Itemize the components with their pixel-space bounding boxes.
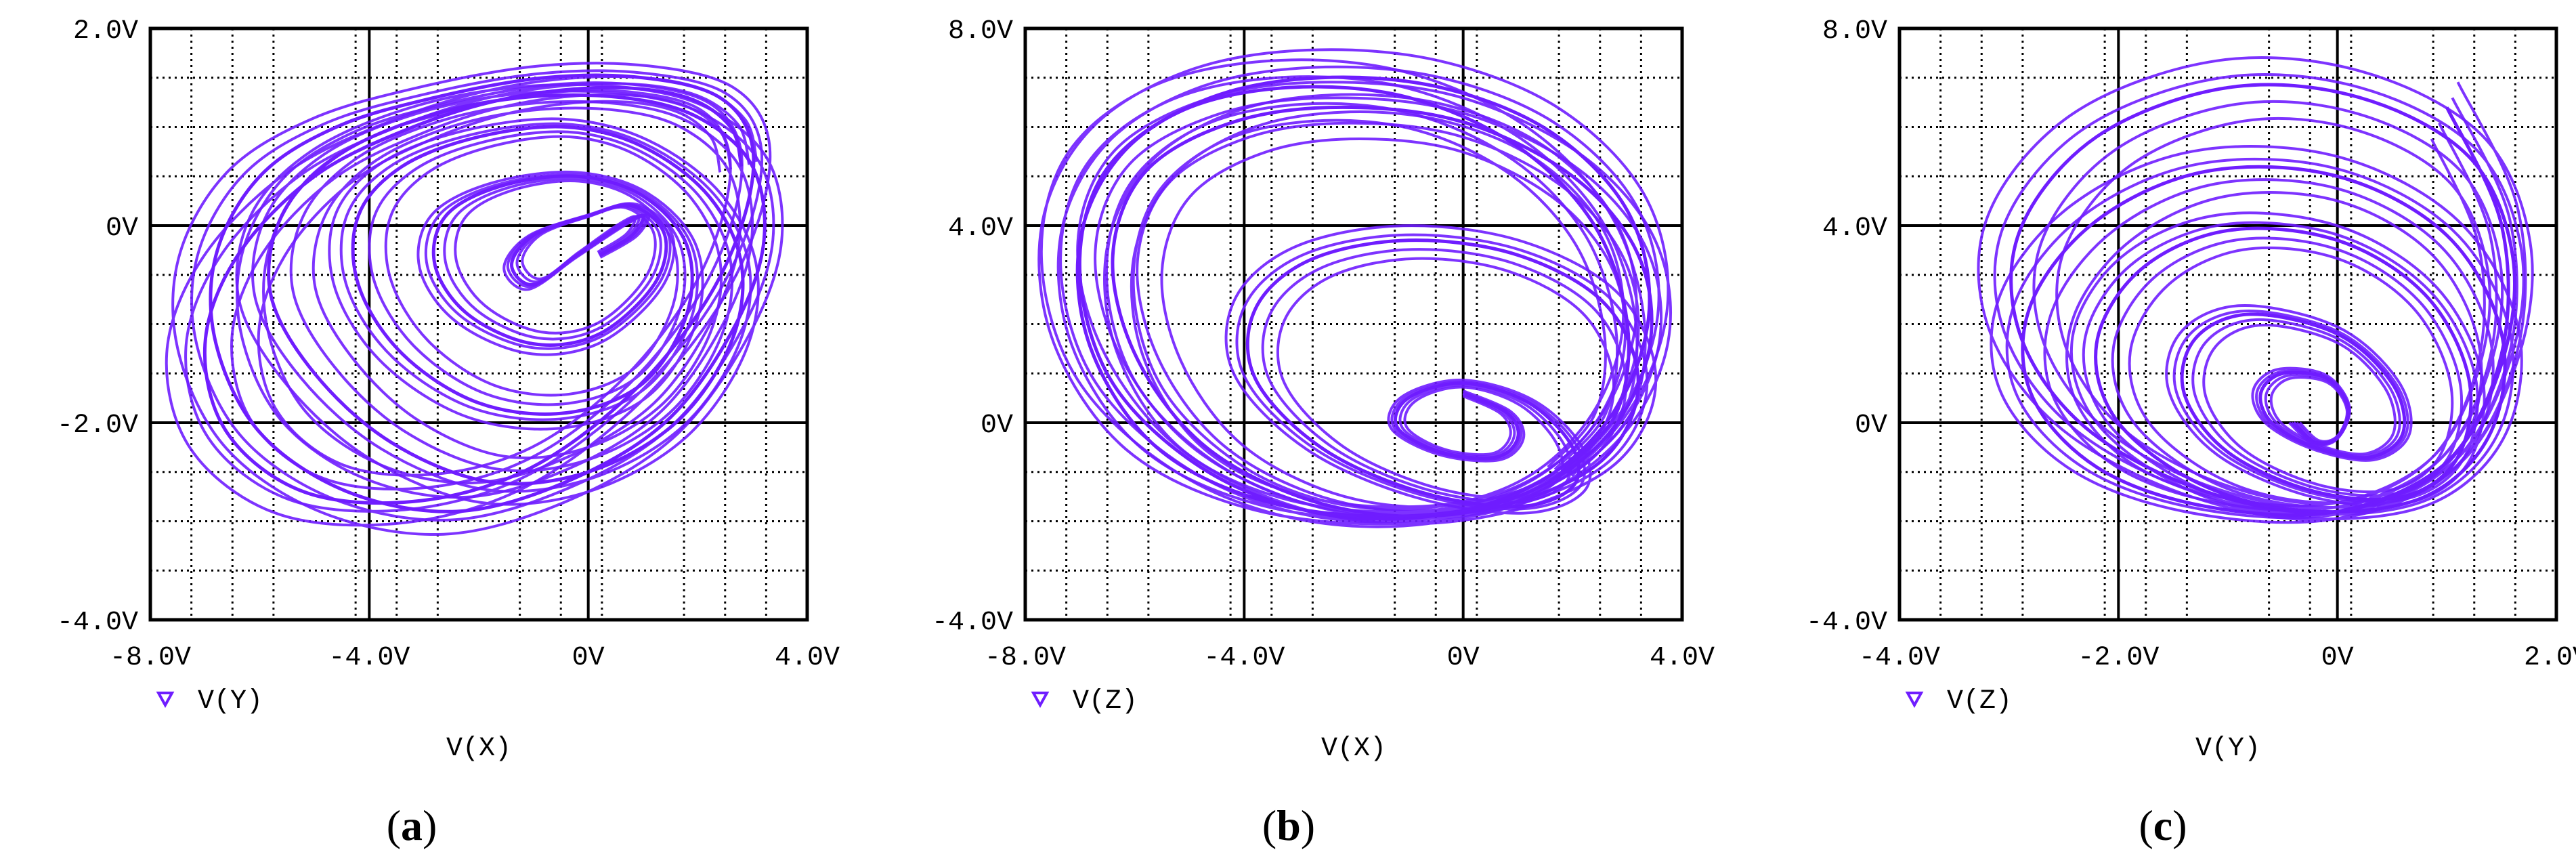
attractor-trajectory-b-bundle — [1130, 110, 1627, 511]
attractor-trajectory-b — [1075, 75, 1654, 521]
panel-label: (b) — [1262, 801, 1315, 849]
attractor-trajectory-a-bundle — [165, 62, 784, 536]
y-tick-label: 8.0V — [948, 16, 1013, 47]
attractor-trajectory-a-bundle — [184, 69, 775, 522]
attractor-trajectory-c-bundle — [1977, 56, 2534, 524]
y-tick-label: 8.0V — [1822, 16, 1887, 47]
plot-frame — [148, 26, 809, 622]
attractor-trajectory-c-bundle — [1993, 73, 2525, 520]
chart-panel-c: -4.0V -2.0V 0V 2.0V -4.0V 0V 4.0V 8.0V V(Z) V(Y) (… — [1806, 16, 2576, 849]
legend-label: V(Z) — [1073, 686, 1138, 717]
plot-frame — [1897, 26, 2558, 622]
x-tick-label: 0V — [1447, 643, 1480, 673]
y-tick-label: 4.0V — [948, 213, 1013, 244]
panel-label: (c) — [2139, 801, 2187, 849]
y-tick-label: -4.0V — [57, 608, 138, 638]
y-tick-label: -2.0V — [57, 410, 138, 441]
triangle-down-outline-icon — [1031, 692, 1050, 709]
y-tick-label: 4.0V — [1822, 213, 1887, 244]
attractor-trajectory-c — [2009, 83, 2516, 517]
chart-panel-a: -8.0V -4.0V 0V 4.0V -4.0V -2.0V 0V 2.0V V(Y) V(X)… — [57, 16, 840, 849]
x-tick-label: 0V — [572, 643, 605, 673]
panel-label: (a) — [387, 801, 437, 849]
legend-label: V(Z) — [1947, 686, 2012, 717]
x-tick-label: -4.0V — [1203, 643, 1285, 673]
attractor-trajectory-c-bundle — [2055, 117, 2491, 507]
plot-frame — [1023, 26, 1684, 622]
x-axis-title: V(X) — [1321, 734, 1386, 764]
y-tick-label: 2.0V — [73, 16, 138, 47]
y-tick-label: 0V — [106, 213, 138, 244]
attractor-trajectory-b-bundle — [1037, 48, 1672, 528]
y-tick-label: 0V — [1855, 410, 1887, 441]
x-tick-label: -8.0V — [985, 643, 1066, 673]
triangle-down-outline-icon — [156, 692, 175, 709]
x-tick-label: 4.0V — [775, 643, 840, 673]
y-tick-label: 0V — [981, 410, 1013, 441]
x-tick-label: -4.0V — [1859, 643, 1940, 673]
attractor-trajectory-a-bundle — [257, 89, 742, 485]
chart-panel-b: -8.0V -4.0V 0V 4.0V -4.0V 0V 4.0V 8.0V V(Z) V(X) (… — [932, 16, 1715, 849]
x-tick-label: 4.0V — [1650, 643, 1715, 673]
x-tick-label: -8.0V — [110, 643, 191, 673]
triangle-down-outline-icon — [1905, 692, 1924, 709]
x-tick-label: 2.0V — [2524, 643, 2576, 673]
legend-label: V(Y) — [198, 686, 263, 717]
x-tick-label: -4.0V — [328, 643, 410, 673]
x-axis-title: V(X) — [446, 734, 511, 764]
x-tick-label: 0V — [2321, 643, 2354, 673]
x-axis-title: V(Y) — [2195, 734, 2260, 764]
y-tick-label: -4.0V — [932, 608, 1013, 638]
x-tick-label: -2.0V — [2078, 643, 2159, 673]
y-tick-label: -4.0V — [1806, 608, 1887, 638]
